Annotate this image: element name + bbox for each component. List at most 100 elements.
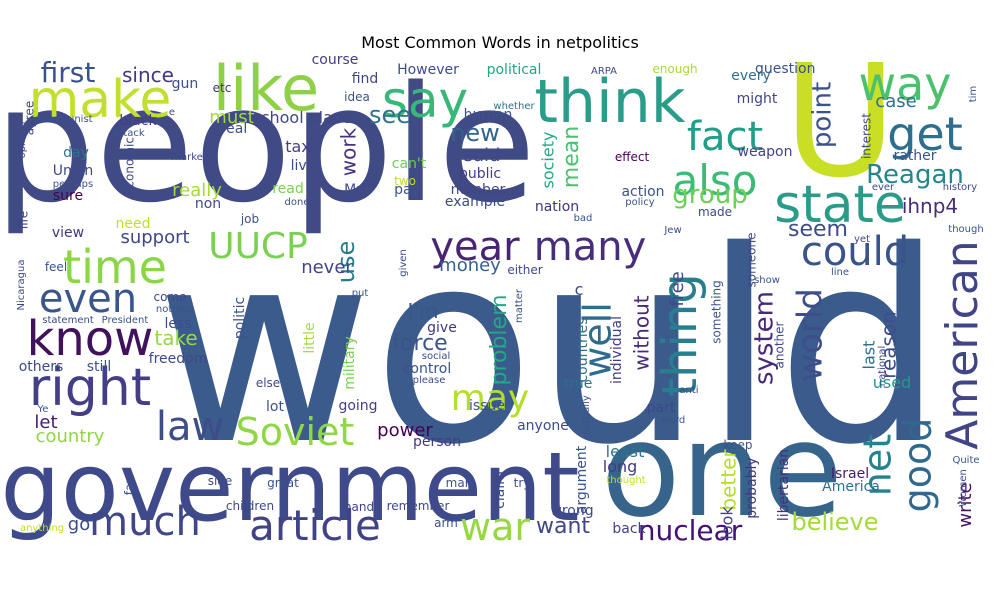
word-say: say: [382, 71, 468, 129]
word-would: would: [156, 195, 945, 503]
word-given: given: [398, 249, 409, 277]
word-freedom: freedom: [149, 351, 208, 367]
word-probably: probably: [744, 457, 760, 518]
word-take: take: [154, 326, 197, 350]
word-much: much: [89, 499, 201, 545]
word-example: example: [445, 194, 505, 210]
word-arm: arm: [434, 516, 458, 530]
word-two: two: [394, 174, 416, 188]
word-pay: pay: [394, 182, 420, 198]
word-little: little: [302, 322, 318, 353]
word-mr: Mr: [344, 182, 362, 198]
word-tim: tim: [968, 86, 979, 102]
word-human: human: [464, 107, 513, 123]
word-history: history: [943, 182, 977, 193]
word-since: since: [122, 63, 174, 87]
word-war: war: [460, 505, 530, 549]
word-know: know: [27, 311, 154, 367]
word-interest: interest: [860, 113, 874, 159]
word-opinion: opinion: [17, 122, 28, 159]
word-matter: matter: [514, 288, 525, 323]
word-real: real: [221, 121, 248, 137]
word-many: many: [534, 224, 647, 270]
word-action: action: [621, 184, 664, 200]
word-think: think: [535, 67, 686, 137]
word-u: U: [783, 31, 896, 212]
word-get: get: [887, 107, 963, 161]
word-control: control: [403, 361, 452, 377]
word-ye: Ye: [37, 404, 49, 415]
word-want: want: [536, 514, 590, 539]
word-policy: policy: [625, 197, 655, 208]
word-national: national: [877, 346, 888, 387]
word-lot: lot: [266, 399, 284, 415]
chart-title: Most Common Words in netpolitics: [361, 33, 639, 52]
word-seem: seem: [788, 217, 848, 242]
word-used: used: [873, 373, 911, 392]
word-school: school: [252, 108, 303, 127]
word-go: go: [68, 514, 90, 535]
word-women: Women: [958, 469, 969, 507]
word-idea: idea: [344, 90, 370, 104]
word-first: first: [41, 56, 96, 89]
word-uucp: UUCP: [208, 226, 308, 267]
word-net: net: [856, 434, 900, 496]
word-also: also: [673, 156, 758, 205]
word-nicaragua: Nicaragua: [16, 260, 27, 311]
word-make: make: [29, 70, 172, 130]
word-put: put: [352, 288, 369, 299]
word-wrong: wrong: [550, 503, 593, 519]
word-soviet: Soviet: [236, 410, 355, 454]
word-come: come: [153, 290, 186, 304]
word-try: try: [514, 476, 531, 490]
word-hand: hand: [344, 500, 374, 514]
word-believe: believe: [791, 508, 878, 536]
word-still: still: [87, 359, 111, 375]
word-etc: etc: [213, 81, 232, 95]
word-word: word: [661, 415, 686, 426]
word-true: true: [564, 376, 593, 392]
word-countries: countries: [575, 317, 591, 382]
word-country: country: [36, 426, 105, 447]
word-keep: keep: [724, 438, 753, 452]
word-every: every: [731, 68, 771, 84]
word-person: person: [413, 434, 461, 450]
word-long: long: [603, 457, 638, 476]
word-claim: claim: [492, 471, 508, 509]
word-like: like: [213, 52, 319, 125]
word-nothing: nothing: [156, 304, 194, 315]
word-man: man: [446, 476, 473, 490]
word-market: market: [171, 152, 207, 163]
word-israel: Israel: [831, 466, 869, 482]
word-must: must: [209, 107, 254, 128]
word-time: time: [63, 240, 167, 294]
word-politic: politic: [232, 297, 248, 339]
word-better: better: [717, 449, 741, 511]
word-remember: remember: [387, 499, 450, 513]
word-thing: thing: [652, 273, 708, 396]
word-others: others: [19, 359, 64, 375]
word-view: view: [52, 225, 84, 241]
word-show: show: [754, 275, 780, 286]
word-state: state: [774, 175, 906, 235]
word-might: might: [737, 91, 778, 107]
word-tax: tax: [285, 137, 311, 156]
word-find: find: [352, 71, 379, 87]
word-last: last: [860, 341, 879, 370]
word-line: line: [831, 267, 849, 278]
word-american: American: [937, 240, 988, 449]
word-need: need: [116, 216, 151, 232]
word-bad: bad: [574, 213, 593, 224]
word-sure: sure: [53, 188, 83, 204]
word-look: look: [718, 506, 737, 540]
word-argument: argument: [574, 445, 590, 514]
word-going: going: [338, 398, 377, 414]
word-system: system: [750, 291, 780, 385]
word-really: really: [172, 180, 222, 201]
word-ihnp4: ihnp4: [902, 194, 958, 218]
word-economic: economic: [123, 137, 137, 195]
word-less: less: [164, 316, 191, 332]
word-agree: agree: [23, 101, 37, 135]
word-statement: statement: [42, 315, 94, 326]
word-far: far: [123, 479, 137, 496]
